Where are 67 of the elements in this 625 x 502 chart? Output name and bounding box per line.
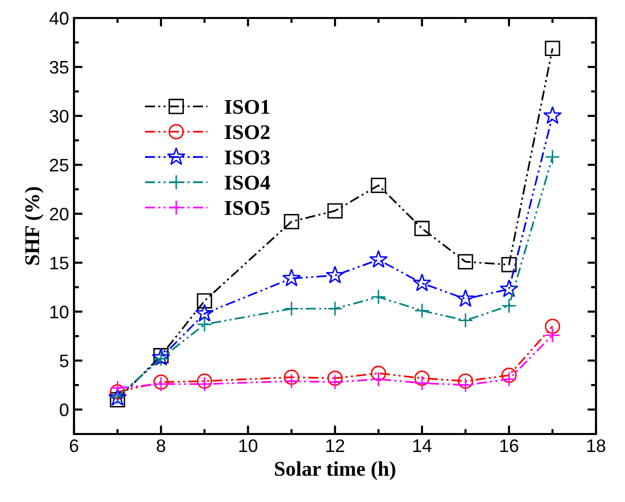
point: [370, 289, 386, 305]
point: [195, 304, 214, 322]
legend-label: ISO2: [224, 125, 270, 140]
point: [544, 40, 560, 56]
point: [414, 370, 430, 386]
point: [284, 370, 300, 385]
x-tick-label: 12: [326, 439, 344, 452]
point: [326, 266, 344, 284]
legend-label: ISO4: [224, 176, 270, 190]
point: [458, 374, 474, 389]
point: [458, 312, 474, 328]
y-tick-label: 25: [50, 158, 68, 172]
y-tick-label: 40: [49, 12, 68, 25]
point: [414, 220, 430, 236]
point: [327, 370, 343, 386]
x-tick-label: 10: [239, 439, 258, 452]
legend-label: ISO5: [224, 201, 270, 216]
point: [327, 301, 343, 316]
x-tick-label: 18: [587, 439, 606, 452]
point: [544, 318, 560, 334]
point: [153, 350, 169, 366]
point: [196, 374, 212, 389]
point: [282, 268, 301, 286]
point: [327, 203, 343, 218]
point: [458, 377, 474, 393]
x-tick-label: 14: [413, 440, 432, 452]
x-tick-label: 16: [500, 439, 518, 452]
point: [458, 254, 474, 270]
point: [500, 279, 518, 298]
point: [501, 372, 517, 387]
y-tick-label: 20: [50, 208, 68, 220]
x-tick-label: 8: [156, 439, 166, 452]
point: [196, 316, 212, 332]
point: [110, 380, 126, 396]
y-tick-label: 5: [60, 354, 68, 368]
point: [327, 374, 343, 390]
point: [284, 301, 300, 316]
y-tick-label: 0: [60, 403, 68, 416]
point: [544, 328, 560, 343]
point: [501, 298, 517, 314]
point: [284, 214, 300, 230]
x-axis-title: Solar time (h): [274, 461, 396, 480]
y-tick-label: 15: [50, 256, 68, 270]
point: [501, 257, 517, 272]
x-tick-label: 6: [70, 439, 78, 452]
point: [370, 366, 386, 381]
point: [369, 250, 388, 268]
point: [456, 289, 475, 307]
point: [110, 384, 126, 400]
point: [196, 376, 212, 392]
point: [284, 374, 300, 389]
y-tick-label: 30: [50, 110, 68, 123]
point: [414, 303, 430, 318]
legend-label: ISO1: [224, 100, 270, 114]
point: [501, 368, 517, 383]
point: [110, 392, 126, 408]
legend-label: ISO3: [224, 150, 270, 164]
point: [370, 372, 386, 387]
point: [412, 274, 432, 292]
y-tick-label: 35: [50, 60, 68, 74]
point: [414, 375, 430, 391]
y-axis-title: SHF (%): [24, 187, 44, 265]
y-tick-label: 10: [50, 306, 68, 318]
point: [196, 293, 212, 309]
point: [543, 106, 562, 124]
point: [370, 178, 386, 194]
point: [544, 149, 560, 165]
